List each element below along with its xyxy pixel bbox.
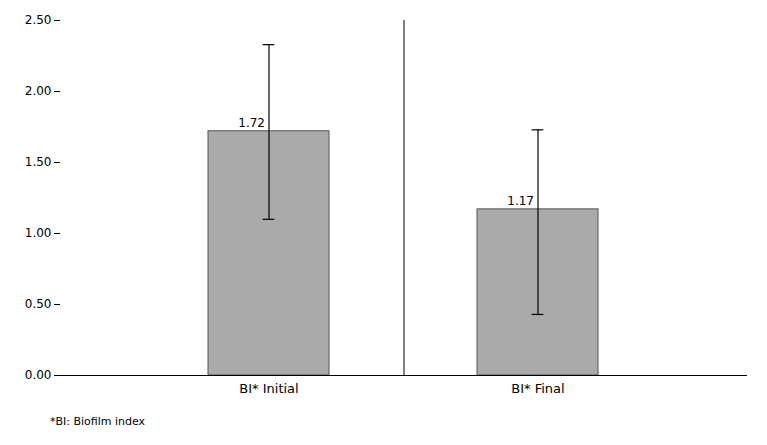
svg-text:2.00: 2.00 — [25, 84, 52, 98]
svg-text:1.00: 1.00 — [25, 226, 52, 240]
svg-text:BI* Final: BI* Final — [511, 381, 564, 396]
svg-text:0.00: 0.00 — [25, 368, 52, 382]
svg-text:1.50: 1.50 — [25, 155, 52, 169]
svg-text:1.72: 1.72 — [238, 116, 265, 130]
svg-text:BI* Initial: BI* Initial — [239, 381, 298, 396]
svg-text:1.17: 1.17 — [507, 194, 534, 208]
html-text:*BI: Biofilm index: *BI: Biofilm index — [50, 415, 146, 428]
svg-text:2.50: 2.50 — [25, 13, 52, 27]
svg-text:0.50: 0.50 — [25, 297, 52, 311]
